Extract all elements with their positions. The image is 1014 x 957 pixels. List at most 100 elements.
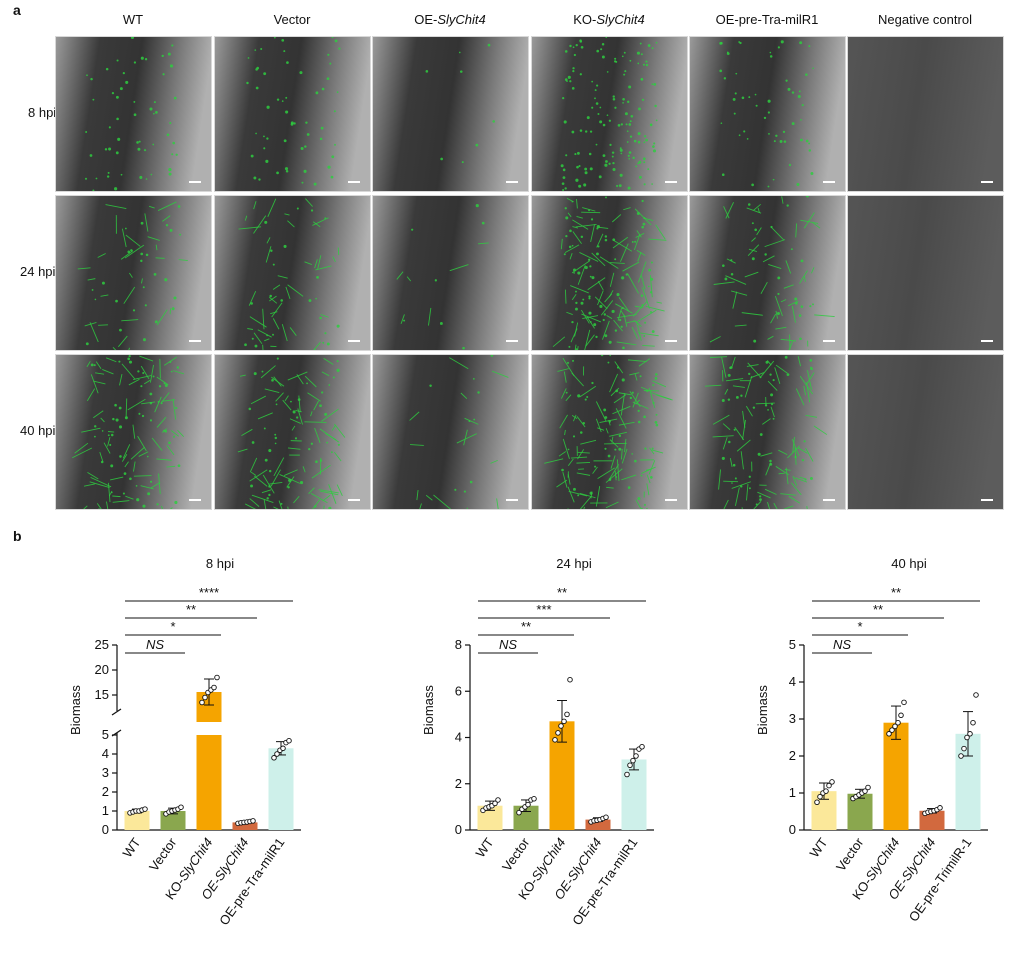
column-header: WT (55, 12, 211, 27)
data-point (889, 727, 895, 733)
bar (621, 759, 647, 830)
micrograph (689, 36, 846, 192)
bar (883, 722, 909, 830)
axis-break-mark (111, 708, 122, 716)
y-axis-label: Biomass (421, 685, 436, 735)
data-point (814, 799, 820, 805)
column-header-text: Negative control (878, 12, 972, 27)
chart-title: 40 hpi (891, 556, 927, 571)
x-category-label: Vector (499, 835, 533, 874)
significance-label: * (857, 619, 862, 634)
micrograph (55, 36, 212, 192)
significance-label: NS (146, 637, 164, 652)
scale-bar (981, 340, 993, 342)
data-point (973, 692, 979, 698)
category-text: OE-pre-Tra-milR1 (216, 835, 287, 928)
column-header-text: OE-pre-Tra-milR1 (715, 12, 819, 27)
micrograph (847, 354, 1004, 510)
data-point (967, 731, 973, 737)
scale-bar (189, 499, 201, 501)
x-category-label: OE-pre-Tra-milR1 (216, 835, 287, 928)
data-point (817, 793, 823, 800)
significance-label: ** (891, 585, 901, 600)
panel-b-label: b (13, 528, 22, 544)
significance-label: * (170, 619, 175, 634)
data-point (865, 784, 871, 791)
y-tick-label: 4 (102, 746, 109, 761)
data-point (862, 788, 868, 794)
scale-bar (665, 499, 677, 501)
significance-label: **** (199, 585, 219, 600)
row-header: 40 hpi (20, 423, 56, 438)
scale-bar (823, 499, 835, 501)
scale-bar (981, 499, 993, 501)
micrograph (372, 354, 529, 510)
column-header: OE-SlyChit4 (372, 12, 528, 27)
y-tick-label: 2 (102, 784, 109, 799)
y-tick-label: 0 (102, 822, 109, 837)
scale-bar (823, 340, 835, 342)
data-point (958, 753, 964, 759)
micrograph (689, 354, 846, 510)
x-category-label: WT (807, 835, 831, 860)
significance-label: ** (873, 602, 883, 617)
x-category-label: WT (120, 835, 144, 860)
column-header-prefix: OE- (414, 12, 438, 27)
data-point (274, 751, 280, 757)
y-tick-label: 3 (102, 765, 109, 780)
data-point (898, 712, 904, 719)
x-category-label: Vector (833, 835, 867, 874)
significance-label: NS (499, 637, 517, 652)
bar (232, 822, 258, 830)
data-point (964, 734, 970, 741)
column-header: OE-pre-Tra-milR1 (689, 12, 845, 27)
data-point (516, 809, 522, 816)
column-header-text: Vector (273, 12, 311, 27)
micrograph (531, 36, 688, 192)
y-tick-label: 8 (455, 637, 462, 652)
data-point (280, 745, 286, 752)
bar (268, 748, 294, 830)
y-tick-label: 6 (455, 683, 462, 698)
y-tick-label: 3 (789, 711, 796, 726)
micrograph (214, 36, 371, 192)
data-point (603, 814, 609, 821)
data-point (178, 804, 184, 810)
data-point (142, 806, 148, 812)
category-text: Vector (499, 835, 533, 874)
significance-label: *** (536, 602, 551, 617)
y-tick-label: 0 (455, 822, 462, 837)
micrograph (214, 195, 371, 351)
data-point (555, 730, 561, 736)
scale-bar (348, 340, 360, 342)
scale-bar (823, 181, 835, 183)
y-axis-label: Biomass (755, 685, 770, 735)
column-header-prefix: KO- (573, 12, 597, 27)
micrograph (847, 36, 1004, 192)
column-header-text: WT (122, 12, 144, 27)
y-tick-label: 5 (102, 727, 109, 742)
y-axis-label: Biomass (68, 685, 83, 735)
data-point (531, 796, 537, 802)
category-text: OE-pre-Tra-milR1 (569, 835, 640, 928)
y-tick-label: 15 (95, 687, 109, 702)
y-tick-label: 0 (789, 822, 796, 837)
micrograph (372, 195, 529, 351)
column-header: KO-SlyChit4 (531, 12, 687, 27)
category-text: Vector (833, 835, 867, 874)
data-point (211, 684, 217, 691)
chart-title: 24 hpi (556, 556, 592, 571)
data-point (525, 801, 531, 808)
data-point (199, 699, 205, 706)
data-point (214, 674, 220, 681)
x-category-label: Vector (146, 835, 180, 874)
data-point (558, 723, 564, 729)
column-header: Negative control (847, 12, 1003, 27)
x-category-label: OE-pre-Tra-milR1 (569, 835, 640, 928)
data-point (286, 737, 292, 744)
y-tick-label: 25 (95, 637, 109, 652)
data-point (970, 719, 976, 726)
panel-a-label: a (13, 2, 21, 18)
data-point (564, 711, 570, 718)
